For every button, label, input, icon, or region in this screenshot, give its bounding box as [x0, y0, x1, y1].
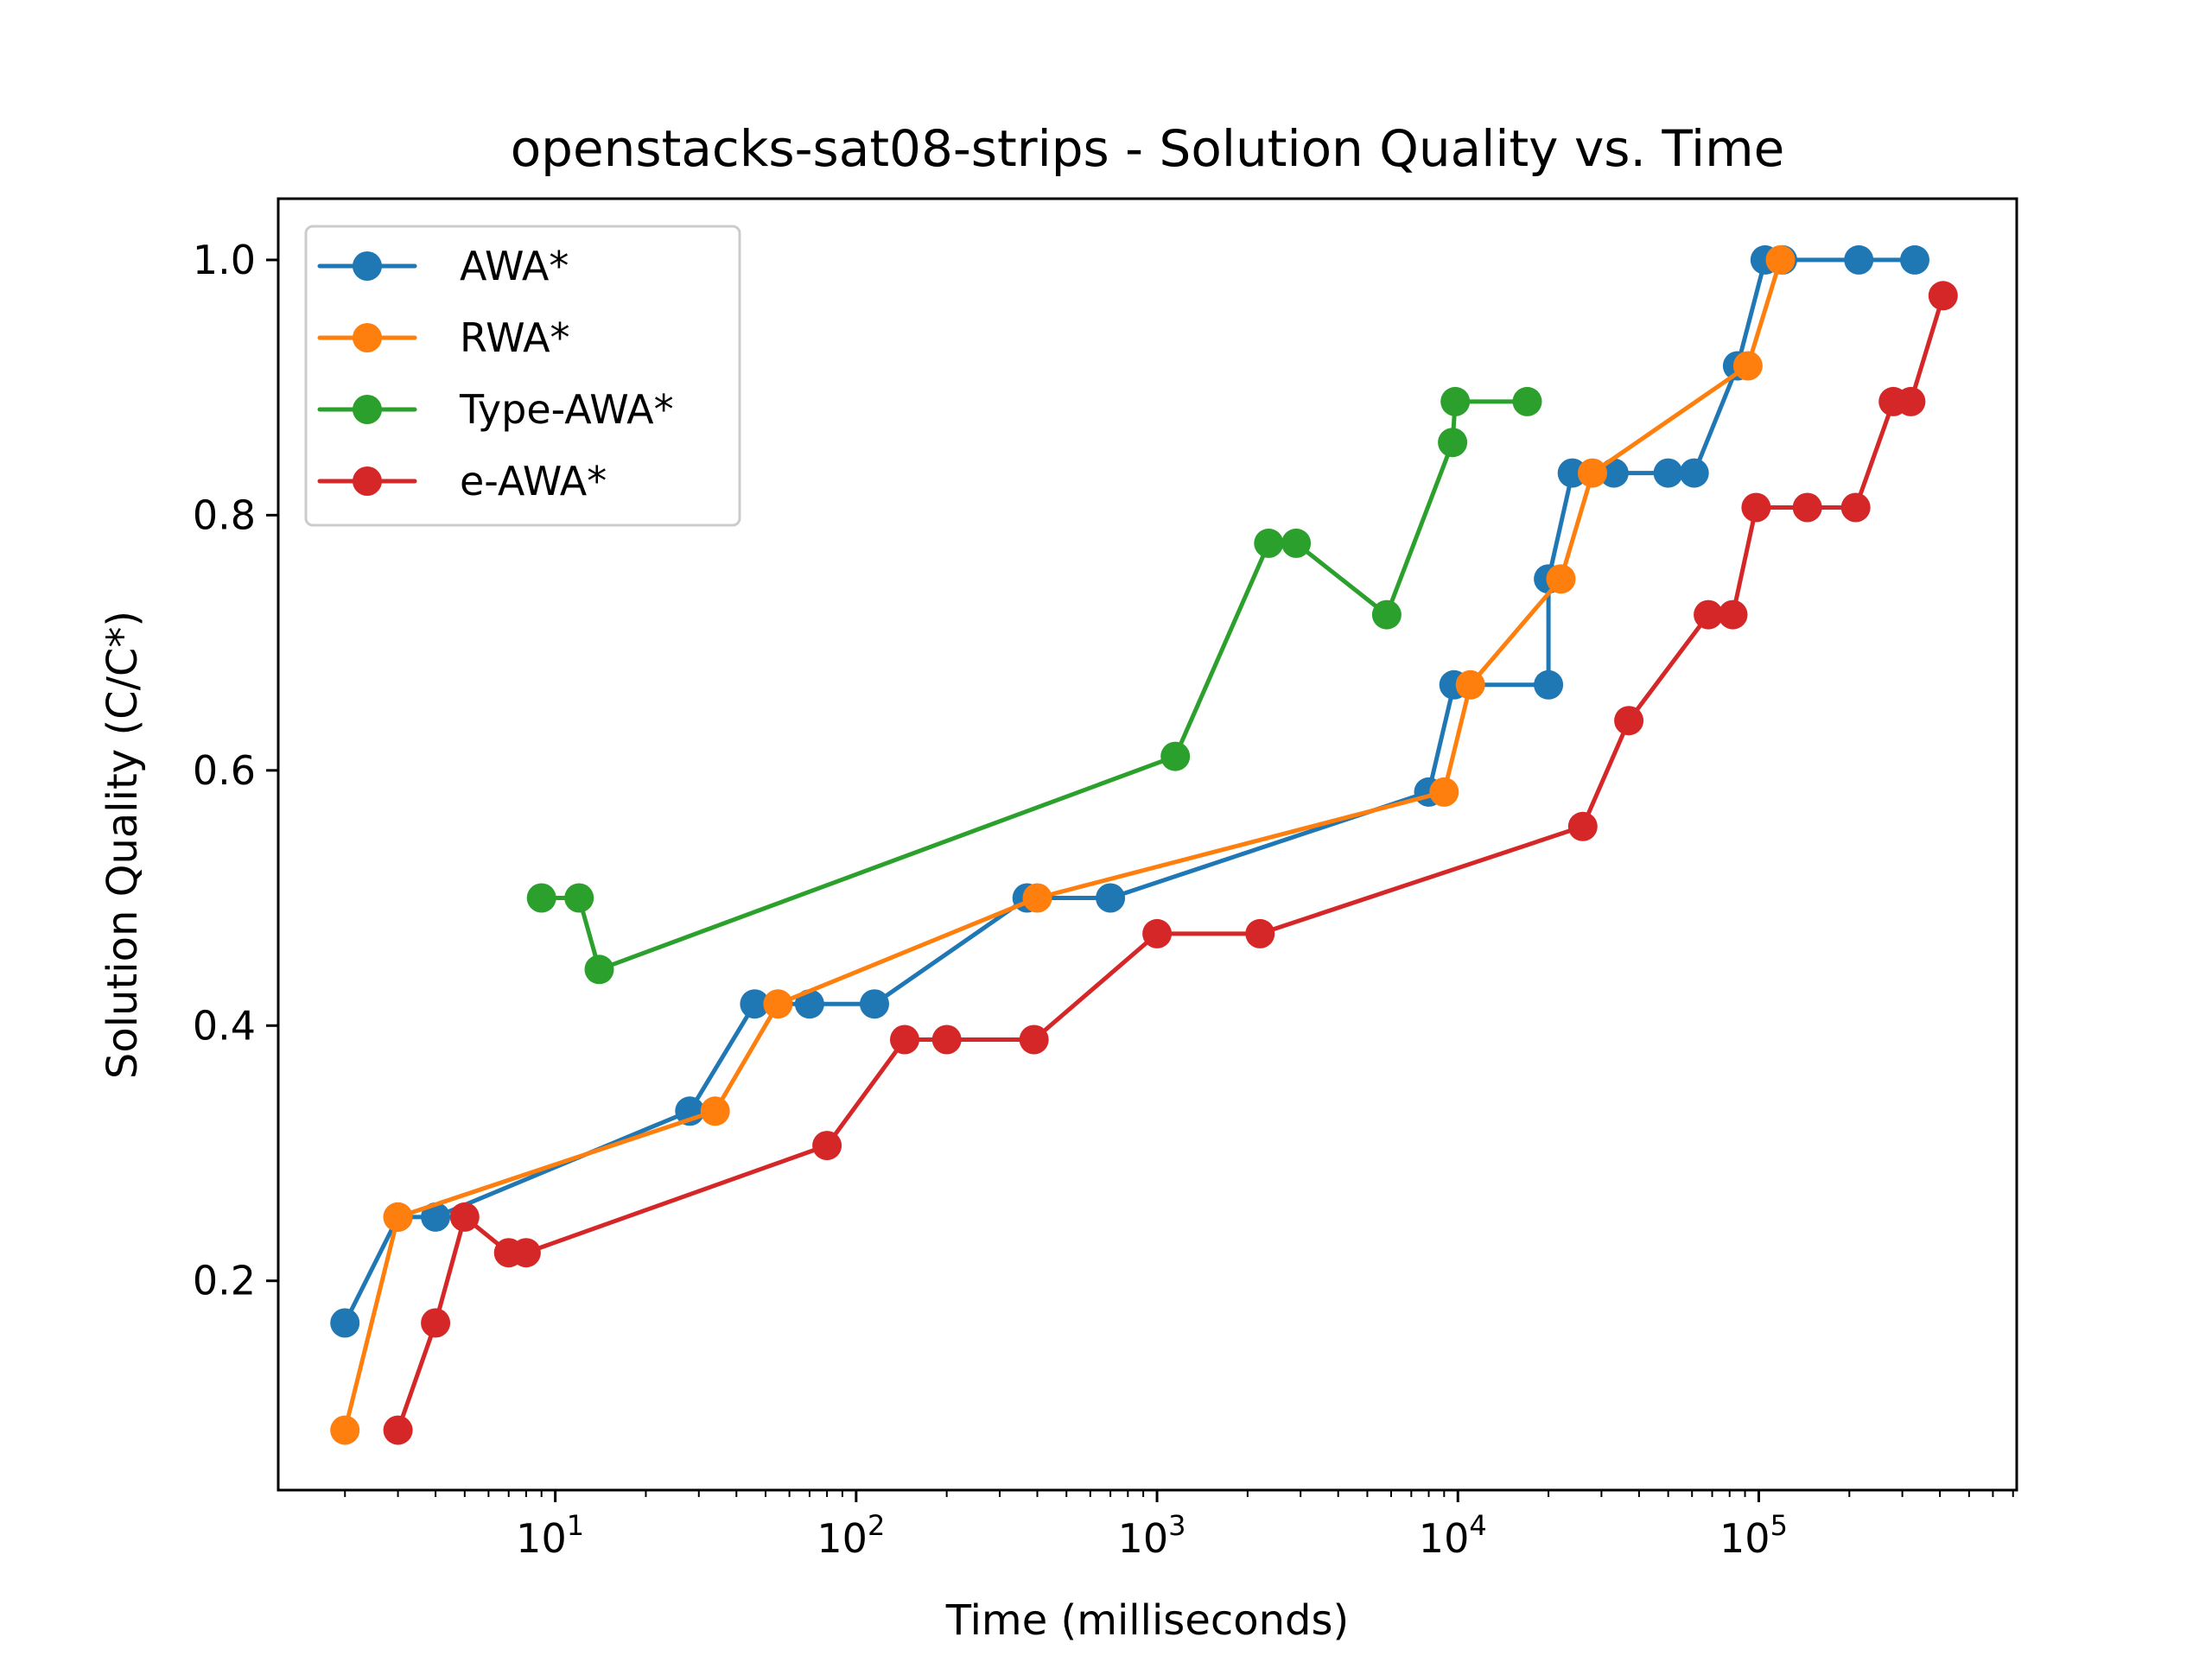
legend-label: RWA* — [460, 314, 570, 361]
data-point-e-awa — [383, 1415, 413, 1445]
data-point-awa — [860, 989, 889, 1019]
data-point-e-awa — [1928, 281, 1958, 311]
data-point-awa — [1557, 458, 1587, 488]
x-tick-label: 102 — [817, 1509, 885, 1562]
data-point-type-awa — [1512, 386, 1542, 416]
y-tick-label: 0.4 — [193, 1002, 256, 1049]
data-point-awa — [421, 1202, 451, 1232]
plot-area — [330, 244, 1958, 1445]
legend-label: e-AWA* — [460, 458, 607, 504]
data-point-awa — [330, 1308, 360, 1338]
data-point-e-awa — [1567, 811, 1598, 841]
x-axis-ticks: 101 102 103 104 105 — [344, 1490, 2014, 1562]
data-point-type-awa — [584, 955, 614, 985]
data-point-e-awa — [1142, 918, 1173, 948]
y-tick-label: 0.6 — [193, 747, 256, 794]
data-point-awa — [1096, 883, 1126, 913]
x-axis-label: Time (milliseconds) — [945, 1596, 1349, 1645]
data-point-e-awa — [1718, 599, 1748, 630]
chart-title: openstacks-sat08-strips - Solution Quali… — [511, 119, 1785, 178]
data-point-type-awa — [1160, 741, 1191, 771]
legend-marker — [353, 251, 382, 281]
data-point-awa — [794, 989, 824, 1019]
legend: AWA* RWA* Type-AWA* e-AWA* — [304, 225, 741, 527]
legend-label: AWA* — [460, 243, 569, 289]
legend-marker — [353, 466, 382, 496]
data-point-e-awa — [1019, 1024, 1049, 1055]
legend-marker — [353, 323, 382, 352]
y-axis-ticks: 0.2 0.4 0.6 0.8 1.0 — [193, 237, 278, 1304]
series-awa — [330, 244, 1929, 1338]
data-point-e-awa — [1840, 492, 1871, 523]
data-point-rwa — [1022, 883, 1052, 913]
series-rwa — [330, 244, 1796, 1445]
data-point-rwa — [1429, 777, 1459, 807]
data-point-rwa — [700, 1096, 730, 1126]
data-point-awa — [1679, 458, 1709, 488]
legend-entry-awa: AWA* — [317, 243, 569, 289]
data-point-rwa — [1765, 244, 1796, 275]
data-point-e-awa — [511, 1238, 541, 1268]
data-point-awa — [1900, 244, 1929, 275]
x-tick-label: 101 — [516, 1509, 584, 1562]
series-line-awa — [342, 257, 1917, 1325]
data-point-rwa — [330, 1415, 360, 1445]
data-point-e-awa — [1741, 492, 1771, 523]
data-point-rwa — [1455, 669, 1485, 700]
data-point-type-awa — [1371, 599, 1402, 630]
data-point-awa — [1534, 669, 1564, 700]
legend-entry-e-awa: e-AWA* — [317, 458, 607, 504]
data-point-e-awa — [890, 1024, 919, 1055]
series-type-awa — [526, 386, 1542, 985]
data-point-e-awa — [421, 1308, 451, 1338]
data-point-e-awa — [1792, 492, 1822, 523]
data-point-rwa — [1732, 351, 1763, 381]
data-point-rwa — [383, 1202, 413, 1232]
y-tick-label: 0.8 — [193, 492, 256, 538]
legend-entry-type-awa: Type-AWA* — [317, 386, 674, 433]
x-tick-label: 103 — [1118, 1509, 1186, 1562]
data-point-awa — [740, 989, 770, 1019]
data-point-rwa — [763, 989, 793, 1019]
legend-label: Type-AWA* — [459, 386, 674, 433]
data-point-e-awa — [1245, 918, 1275, 948]
series-e-awa — [383, 281, 1958, 1445]
data-point-type-awa — [526, 883, 556, 913]
data-point-e-awa — [1694, 599, 1724, 630]
axes-frame — [276, 197, 2018, 1492]
data-point-type-awa — [1281, 528, 1312, 558]
data-point-awa — [1653, 458, 1683, 488]
data-point-e-awa — [1614, 706, 1644, 736]
data-point-e-awa — [449, 1202, 480, 1232]
y-tick-label: 0.2 — [193, 1258, 256, 1304]
data-point-type-awa — [1440, 386, 1471, 416]
y-tick-label: 1.0 — [193, 237, 256, 283]
data-point-rwa — [1546, 564, 1576, 594]
legend-entry-rwa: RWA* — [317, 314, 570, 361]
data-point-awa — [1844, 244, 1874, 275]
x-tick-label: 104 — [1419, 1509, 1487, 1562]
data-point-e-awa — [931, 1024, 962, 1055]
data-point-e-awa — [812, 1131, 842, 1161]
x-tick-label: 105 — [1719, 1509, 1788, 1562]
data-point-rwa — [1578, 458, 1607, 488]
data-point-type-awa — [1254, 528, 1284, 558]
data-point-type-awa — [564, 883, 594, 913]
legend-marker — [353, 395, 382, 424]
data-point-e-awa — [1896, 386, 1926, 416]
legend-box — [304, 225, 741, 527]
y-axis-label: Solution Quality (C/C*) — [99, 611, 147, 1079]
data-point-type-awa — [1438, 428, 1468, 458]
